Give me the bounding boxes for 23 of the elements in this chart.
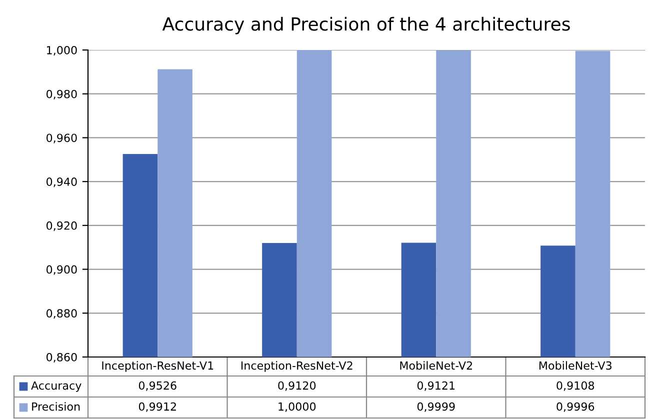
legend-label: Accuracy — [31, 381, 82, 392]
y-tick-label: 0,920 — [46, 221, 77, 231]
y-tick-label: 0,940 — [46, 178, 77, 188]
y-tick-label: 0,860 — [46, 352, 77, 363]
y-tick-label: 0,960 — [46, 134, 77, 144]
data-label: 0,9996 — [556, 402, 594, 412]
data-label: 0,9526 — [138, 381, 176, 391]
y-tick-label: 0,880 — [46, 309, 77, 319]
data-label: 0,9121 — [417, 381, 455, 391]
x-tick-label: MobileNet-V3 — [539, 361, 612, 370]
y-tick-label: 1,000 — [46, 46, 77, 56]
data-label: 1,0000 — [278, 402, 316, 412]
y-tick-label: 0,900 — [46, 265, 77, 275]
chart-title: Accuracy and Precision of the 4 architectures — [162, 16, 570, 34]
y-tick-label: 0,980 — [46, 90, 77, 100]
x-tick-label: Inception-ResNet-V1 — [102, 361, 214, 372]
x-tick-label: MobileNet-V2 — [400, 361, 472, 370]
x-tick-label: Inception-ResNet-V2 — [241, 361, 352, 372]
data-label: 0,9120 — [278, 381, 316, 391]
legend-label: Precision — [32, 402, 80, 411]
data-label: 0,9912 — [138, 402, 176, 412]
data-label: 0,9108 — [556, 381, 594, 391]
data-label: 0,9999 — [417, 402, 455, 412]
